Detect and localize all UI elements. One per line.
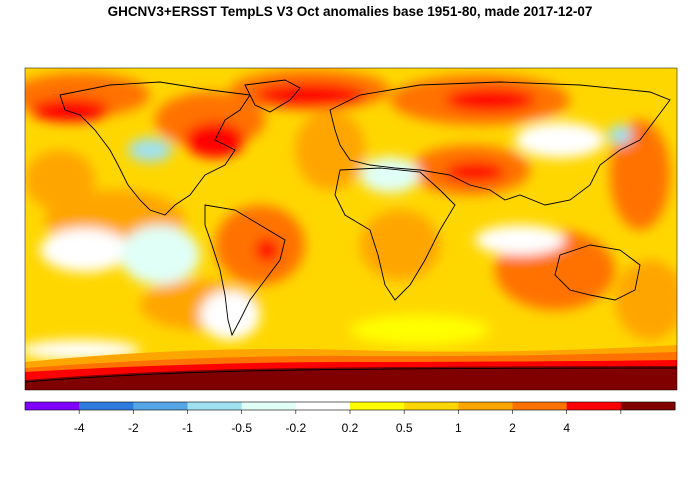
legend-swatch	[404, 402, 459, 410]
legend-swatch	[458, 402, 513, 410]
australia-coastline	[554, 244, 641, 301]
legend-swatch	[512, 402, 568, 410]
anomaly-blob	[255, 238, 279, 262]
anomaly-blob	[200, 290, 260, 340]
africa-coastline	[334, 167, 456, 301]
legend-swatch	[566, 402, 622, 410]
legend-swatches	[24, 401, 676, 414]
legend-swatch	[187, 402, 243, 410]
legend-label: -4	[74, 421, 85, 435]
legend-label: 2	[509, 421, 516, 435]
coastlines	[25, 79, 677, 383]
legend-swatch	[620, 402, 676, 410]
anomaly-blob	[515, 122, 605, 158]
legend-label: 4	[563, 421, 570, 435]
anomaly-blob	[255, 83, 365, 107]
europe-asia-coastline	[329, 81, 671, 206]
legend-swatch	[295, 402, 351, 410]
legend-swatch	[350, 402, 405, 410]
antarctica-coastline	[25, 367, 677, 383]
legend-label: 0.2	[342, 421, 359, 435]
anomaly-field	[25, 68, 677, 390]
anomaly-blob	[128, 138, 172, 162]
legend-label: -0.2	[285, 421, 306, 435]
anomaly-blob	[120, 225, 200, 285]
legend-swatch	[133, 402, 188, 410]
map-title: GHCNV3+ERSST TempLS V3 Oct anomalies bas…	[107, 4, 593, 19]
legend-label: 0.5	[396, 421, 413, 435]
anomaly-blob	[445, 162, 505, 182]
anomaly-blob	[475, 225, 565, 255]
anomaly-blob	[350, 315, 490, 345]
legend-label: 1	[455, 421, 462, 435]
legend-labels: -4 -2 -1 -0.5 -0.2 0.2 0.5 1 2 4	[74, 421, 570, 435]
greenland-coastline	[244, 79, 301, 113]
anomaly-blobs	[25, 70, 677, 360]
anomaly-blob	[40, 228, 130, 272]
legend-label: -0.5	[231, 421, 252, 435]
anomaly-blob	[615, 260, 677, 340]
legend-label: -2	[128, 421, 139, 435]
north-america-coastline	[59, 81, 251, 216]
anomaly-blob	[608, 125, 632, 145]
anomaly-blob	[30, 98, 110, 122]
anomaly-blob	[25, 150, 95, 210]
map-frame	[24, 67, 678, 391]
antarctica-band	[25, 366, 677, 390]
legend-swatch	[241, 402, 297, 410]
legend-swatch	[79, 402, 134, 410]
anomaly-blob	[445, 88, 535, 112]
legend-label: -1	[182, 421, 193, 435]
legend-swatch	[25, 402, 80, 410]
south-america-coastline	[204, 204, 286, 337]
